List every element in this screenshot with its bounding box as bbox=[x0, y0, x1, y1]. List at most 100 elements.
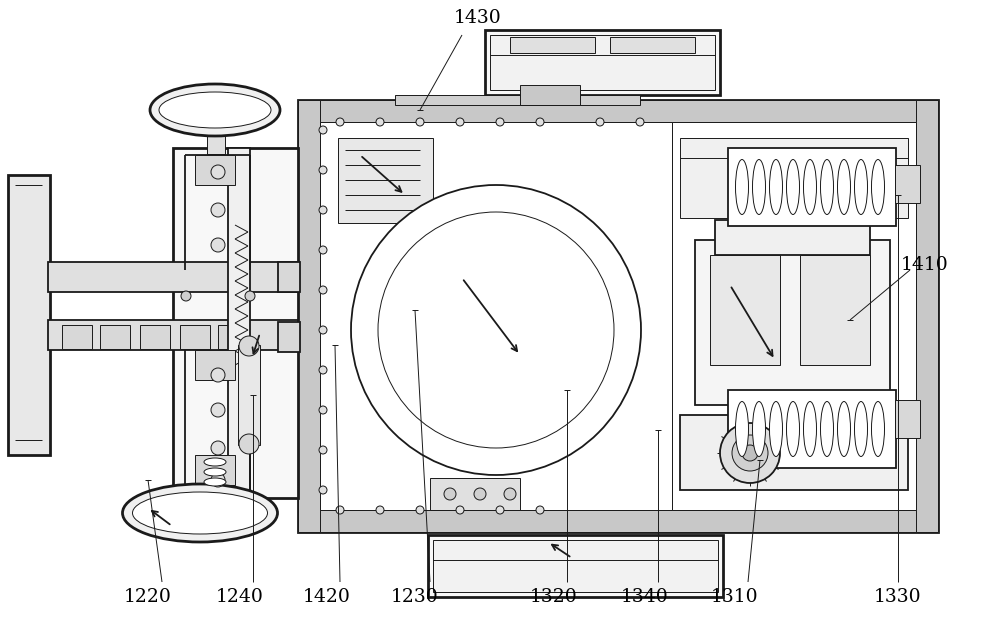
Circle shape bbox=[536, 118, 544, 126]
Bar bbox=[433, 540, 718, 592]
Ellipse shape bbox=[770, 401, 782, 456]
Circle shape bbox=[319, 326, 327, 334]
Bar bbox=[298, 100, 320, 532]
Ellipse shape bbox=[122, 484, 278, 542]
Ellipse shape bbox=[204, 468, 226, 476]
Bar bbox=[48, 320, 298, 350]
Bar bbox=[195, 455, 235, 485]
Circle shape bbox=[319, 126, 327, 134]
Bar bbox=[715, 220, 870, 255]
Circle shape bbox=[456, 118, 464, 126]
Circle shape bbox=[181, 291, 191, 301]
Circle shape bbox=[376, 506, 384, 514]
Bar bbox=[173, 148, 298, 498]
Text: 1220: 1220 bbox=[124, 588, 172, 606]
Bar bbox=[100, 325, 130, 349]
Bar bbox=[180, 325, 210, 349]
Circle shape bbox=[319, 366, 327, 374]
Bar bbox=[228, 148, 250, 498]
Circle shape bbox=[336, 506, 344, 514]
Ellipse shape bbox=[804, 401, 816, 456]
Text: 1410: 1410 bbox=[901, 256, 949, 274]
Circle shape bbox=[416, 118, 424, 126]
Bar bbox=[218, 325, 248, 349]
Text: 1230: 1230 bbox=[391, 588, 439, 606]
Bar bbox=[728, 148, 896, 226]
Bar bbox=[695, 240, 890, 405]
Circle shape bbox=[211, 203, 225, 217]
Circle shape bbox=[378, 212, 614, 448]
Circle shape bbox=[211, 473, 225, 487]
Bar bbox=[278, 322, 300, 352]
Bar bbox=[680, 138, 908, 218]
Text: 1430: 1430 bbox=[454, 9, 502, 27]
Text: 1340: 1340 bbox=[621, 588, 669, 606]
Circle shape bbox=[319, 486, 327, 494]
Ellipse shape bbox=[786, 160, 800, 215]
Bar bbox=[895, 400, 920, 438]
Bar bbox=[207, 136, 225, 154]
Ellipse shape bbox=[132, 492, 268, 534]
Ellipse shape bbox=[872, 401, 885, 456]
Bar bbox=[278, 262, 300, 292]
Circle shape bbox=[211, 441, 225, 455]
Bar bbox=[298, 100, 938, 122]
Circle shape bbox=[319, 166, 327, 174]
Bar bbox=[916, 100, 938, 532]
Ellipse shape bbox=[770, 160, 782, 215]
Ellipse shape bbox=[820, 401, 834, 456]
Bar bbox=[430, 478, 520, 510]
Ellipse shape bbox=[820, 160, 834, 215]
Bar bbox=[195, 350, 235, 380]
Bar bbox=[680, 415, 908, 490]
Ellipse shape bbox=[854, 401, 868, 456]
Ellipse shape bbox=[753, 160, 766, 215]
Circle shape bbox=[211, 368, 225, 382]
Ellipse shape bbox=[204, 458, 226, 466]
Circle shape bbox=[416, 506, 424, 514]
Bar bbox=[62, 325, 92, 349]
Ellipse shape bbox=[872, 160, 885, 215]
Circle shape bbox=[245, 291, 255, 301]
Bar bbox=[140, 325, 170, 349]
Circle shape bbox=[376, 118, 384, 126]
Circle shape bbox=[496, 506, 504, 514]
Ellipse shape bbox=[736, 160, 748, 215]
Circle shape bbox=[636, 118, 644, 126]
Bar bbox=[320, 122, 672, 510]
Circle shape bbox=[596, 118, 604, 126]
Circle shape bbox=[351, 185, 641, 475]
Bar bbox=[395, 95, 640, 105]
Ellipse shape bbox=[159, 92, 271, 128]
Circle shape bbox=[319, 246, 327, 254]
Bar bbox=[208, 487, 226, 513]
Circle shape bbox=[211, 165, 225, 179]
Bar bbox=[485, 30, 720, 95]
Ellipse shape bbox=[854, 160, 868, 215]
Circle shape bbox=[211, 238, 225, 252]
Bar bbox=[320, 122, 916, 510]
Bar bbox=[238, 345, 260, 445]
Text: 1240: 1240 bbox=[216, 588, 264, 606]
Bar bbox=[428, 535, 723, 597]
Ellipse shape bbox=[753, 401, 766, 456]
Text: 1420: 1420 bbox=[303, 588, 351, 606]
Ellipse shape bbox=[150, 84, 280, 136]
Circle shape bbox=[504, 488, 516, 500]
Circle shape bbox=[211, 403, 225, 417]
Ellipse shape bbox=[204, 478, 226, 486]
Bar bbox=[338, 138, 433, 223]
Text: 1320: 1320 bbox=[530, 588, 578, 606]
Bar bbox=[728, 390, 896, 468]
Circle shape bbox=[732, 435, 768, 471]
Circle shape bbox=[239, 336, 259, 356]
Circle shape bbox=[319, 206, 327, 214]
Bar bbox=[298, 510, 938, 532]
Bar bbox=[298, 100, 938, 532]
Bar bbox=[710, 255, 780, 365]
Ellipse shape bbox=[786, 401, 800, 456]
Circle shape bbox=[456, 506, 464, 514]
Circle shape bbox=[336, 118, 344, 126]
Bar bbox=[895, 165, 920, 203]
Ellipse shape bbox=[838, 160, 850, 215]
